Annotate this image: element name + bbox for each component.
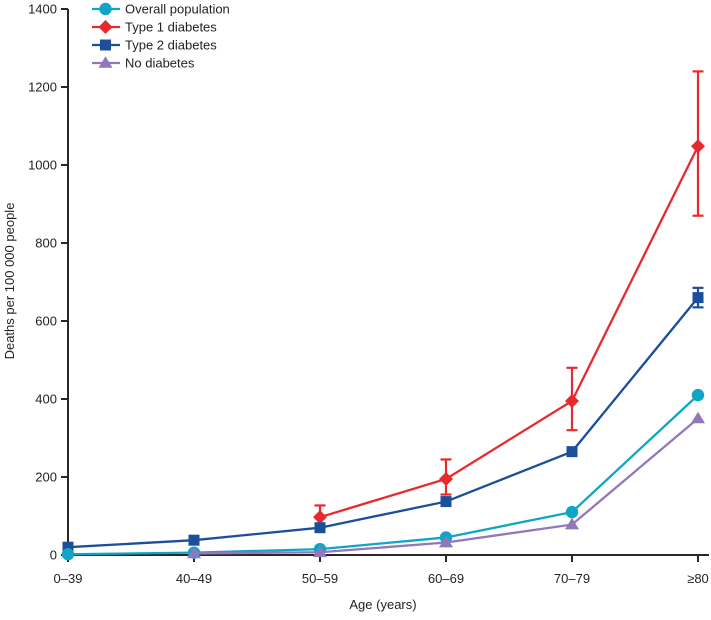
legend-label: No diabetes (125, 56, 195, 71)
point-type-2-diabetes-4 (566, 446, 578, 458)
y-tick-label: 400 (35, 392, 57, 407)
y-tick-label: 0 (50, 548, 57, 563)
x-axis-title: Age (years) (349, 597, 416, 612)
point-type-2-diabetes-0 (62, 541, 74, 553)
point-type-2-diabetes-5 (692, 292, 704, 304)
legend-swatch-square-icon (100, 39, 111, 51)
legend-item-type-2-diabetes: Type 2 diabetes (92, 38, 217, 53)
series-no-diabetes (187, 411, 705, 559)
y-tick-label: 1000 (28, 158, 57, 173)
point-no-diabetes-5 (691, 411, 705, 424)
y-axis-title: Deaths per 100 000 people (2, 203, 17, 360)
point-type-1-diabetes-4 (565, 393, 579, 408)
series-overall-population (61, 388, 705, 561)
point-no-diabetes-4 (565, 517, 579, 530)
series-line-overall-population (67, 394, 699, 556)
legend-label: Type 1 diabetes (125, 20, 217, 35)
legend-swatch-circle-icon (99, 2, 112, 16)
y-tick-label: 1200 (28, 80, 57, 95)
point-type-1-diabetes-3 (439, 471, 453, 486)
legend-item-type-1-diabetes: Type 1 diabetes (92, 20, 217, 35)
legend-swatch-diamond-icon (98, 20, 113, 34)
x-tick-label: ≥80 (687, 571, 709, 586)
y-tick-label: 1400 (28, 2, 57, 17)
y-tick-label: 200 (35, 470, 57, 485)
series-type-1-diabetes (313, 70, 705, 529)
x-tick-label: 0–39 (54, 571, 83, 586)
point-type-2-diabetes-3 (440, 496, 452, 508)
legend-label: Type 2 diabetes (125, 38, 217, 53)
point-type-2-diabetes-1 (188, 534, 200, 546)
legend-label: Overall population (125, 2, 230, 17)
point-type-2-diabetes-2 (314, 522, 326, 534)
x-tick-label: 50–59 (302, 571, 338, 586)
y-tick-label: 600 (35, 314, 57, 329)
y-tick-label: 800 (35, 236, 57, 251)
legend-item-no-diabetes: No diabetes (92, 56, 195, 71)
point-no-diabetes-2 (313, 545, 327, 558)
point-type-1-diabetes-5 (691, 139, 705, 154)
x-tick-label: 60–69 (428, 571, 464, 586)
series-line-type-1-diabetes (319, 145, 700, 519)
point-type-1-diabetes-2 (313, 510, 327, 525)
point-overall-population-4 (565, 505, 579, 519)
x-tick-label: 70–79 (554, 571, 590, 586)
point-no-diabetes-1 (187, 546, 201, 559)
legend: Overall population Type 1 diabetes Type 2 … (92, 2, 230, 71)
x-tick-label: 40–49 (176, 571, 212, 586)
point-no-diabetes-3 (439, 535, 453, 548)
legend-item-overall-population: Overall population (92, 2, 230, 17)
series-type-2-diabetes (62, 286, 704, 553)
point-overall-population-0 (61, 548, 75, 561)
legend-swatch-triangle-icon (98, 56, 113, 68)
point-overall-population-5 (691, 388, 705, 402)
series-line-type-2-diabetes (67, 296, 699, 549)
